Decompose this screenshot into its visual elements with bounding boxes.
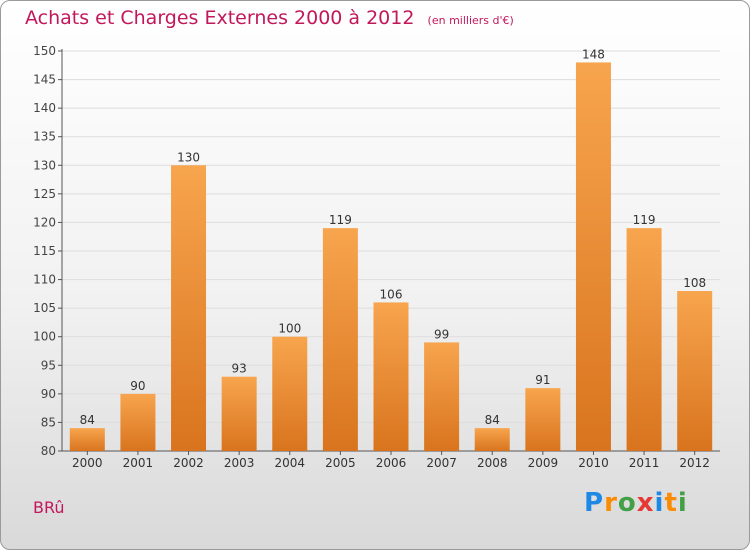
logo-letter: t [664,488,678,518]
logo-letter: i [677,488,688,518]
y-tick-label: 90 [41,387,56,401]
bar [322,228,358,451]
bar [373,302,409,451]
bar [272,336,308,451]
bar-value-label: 84 [485,413,500,427]
x-tick-label: 2011 [629,456,660,470]
x-tick-label: 2006 [376,456,407,470]
chart-title: Achats et Charges Externes 2000 à 2012 [25,7,415,29]
logo-letter: o [617,488,637,518]
bar-value-label: 91 [535,373,550,387]
bar [221,376,257,451]
chart-title-block: Achats et Charges Externes 2000 à 2012 (… [25,7,514,29]
y-tick-label: 95 [41,358,56,372]
y-tick-label: 115 [33,244,56,258]
y-tick-label: 145 [33,73,56,87]
chart-unit-label: (en milliers d'€) [427,14,514,27]
y-tick-label: 85 [41,415,56,429]
bar [626,228,662,451]
bar [69,428,105,451]
bar-value-label: 100 [278,322,301,336]
x-tick-label: 2009 [528,456,559,470]
bar-value-label: 119 [633,213,656,227]
bar-value-label: 90 [130,379,145,393]
bar-value-label: 99 [434,327,449,341]
bar-value-label: 148 [582,47,605,61]
bar-value-label: 106 [380,287,403,301]
bar [171,165,207,452]
x-tick-label: 2002 [173,456,204,470]
bar [525,388,561,451]
x-tick-label: 2012 [679,456,710,470]
logo-letter: P [584,488,605,518]
x-tick-label: 2003 [224,456,255,470]
bar-value-label: 93 [232,362,247,376]
bar-value-label: 119 [329,213,352,227]
y-tick-label: 130 [33,158,56,172]
x-tick-label: 2007 [426,456,457,470]
bar [474,428,510,451]
y-tick-label: 135 [33,130,56,144]
x-tick-label: 2004 [274,456,305,470]
x-tick-label: 2000 [72,456,103,470]
bar [575,62,611,452]
bar [677,291,713,451]
y-tick-label: 105 [33,301,56,315]
proxiti-logo: Proxiti [584,488,688,518]
logo-letter: i [654,488,665,518]
y-tick-label: 100 [33,330,56,344]
x-tick-label: 2001 [123,456,154,470]
logo-letter: x [636,488,655,518]
y-tick-label: 150 [33,44,56,58]
commune-name: BRû [33,498,65,517]
bar-value-label: 84 [80,413,95,427]
y-tick-label: 110 [33,273,56,287]
y-tick-label: 140 [33,101,56,115]
x-tick-label: 2008 [477,456,508,470]
x-tick-label: 2010 [578,456,609,470]
x-tick-label: 2005 [325,456,356,470]
bar [424,342,460,451]
y-tick-label: 80 [41,444,56,458]
bar-value-label: 108 [683,276,706,290]
y-tick-label: 125 [33,187,56,201]
logo-letter: r [604,488,618,518]
bar [120,393,156,451]
bar-value-label: 130 [177,150,200,164]
y-tick-label: 120 [33,215,56,229]
